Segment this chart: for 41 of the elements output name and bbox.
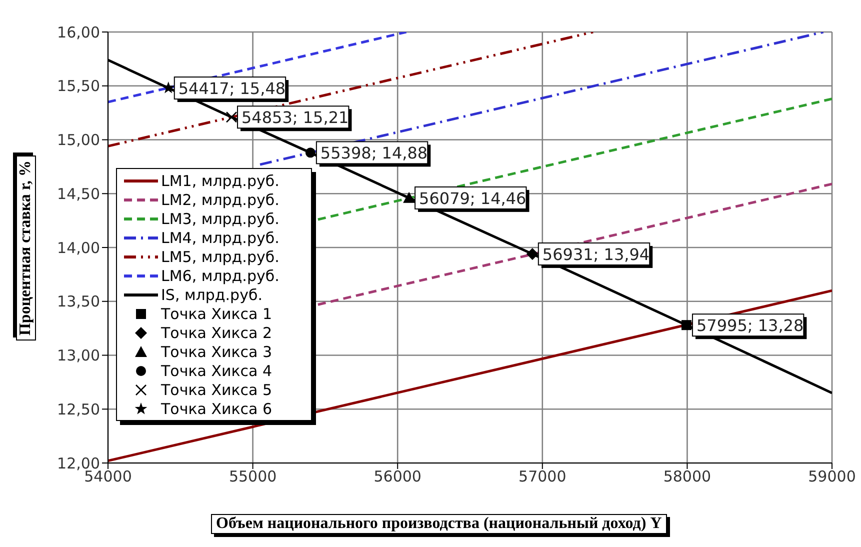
legend-label: Точка Хикса 1 <box>161 304 272 322</box>
x-tick-label: 57000 <box>518 468 566 486</box>
x-tick-label: 58000 <box>663 468 712 486</box>
y-tick-label: 13,50 <box>57 292 100 311</box>
legend-label: LM5, млрд.руб. <box>161 248 280 266</box>
data-label: 54417; 15,48 <box>178 79 286 98</box>
legend-label: Точка Хикса 3 <box>161 342 272 360</box>
data-label: 55398; 14,88 <box>320 144 428 163</box>
legend-label: LM4, млрд.руб. <box>161 228 280 246</box>
legend-label: Точка Хикса 5 <box>161 380 272 398</box>
y-tick-label: 15,00 <box>57 131 100 150</box>
y-tick-label: 16,00 <box>57 23 100 42</box>
y-tick-label: 12,50 <box>57 400 100 418</box>
data-label: 54853; 15,21 <box>242 108 349 128</box>
y-tick-label: 14,50 <box>57 184 100 203</box>
legend-label: LM6, млрд.руб. <box>161 266 280 284</box>
point <box>226 111 238 123</box>
point <box>403 192 416 203</box>
legend-label: LM1, млрд.руб. <box>161 172 280 190</box>
point <box>305 148 316 158</box>
legend-label: Точка Хикса 6 <box>161 400 272 418</box>
point <box>162 82 175 94</box>
x-axis-title: Объем национального производства (национальный доход) Y <box>211 514 667 534</box>
x-tick-label: 56000 <box>374 468 422 486</box>
legend-label: LM2, млрд.руб. <box>161 190 280 208</box>
data-label: 56931; 13,94 <box>542 244 650 264</box>
y-tick-label: 15,50 <box>57 77 100 96</box>
x-tick-label: 55000 <box>228 468 277 486</box>
legend-label: Точка Хикса 4 <box>161 362 272 380</box>
point <box>526 248 538 260</box>
y-tick-label: 13,00 <box>57 346 100 365</box>
x-tick-label: 54000 <box>84 468 132 486</box>
data-label: 57995; 13,28 <box>696 316 804 336</box>
y-tick-label: 14,00 <box>57 238 100 257</box>
legend-label: Точка Хикса 2 <box>161 324 272 342</box>
data-label: 56079; 14,46 <box>419 188 526 208</box>
legend-label: IS, млрд.руб. <box>161 286 262 304</box>
y-axis-title: Процентная ставка r, % <box>16 155 36 341</box>
point <box>681 320 692 330</box>
legend-label: LM3, млрд.руб. <box>161 210 280 228</box>
x-tick-label: 59000 <box>808 468 856 486</box>
